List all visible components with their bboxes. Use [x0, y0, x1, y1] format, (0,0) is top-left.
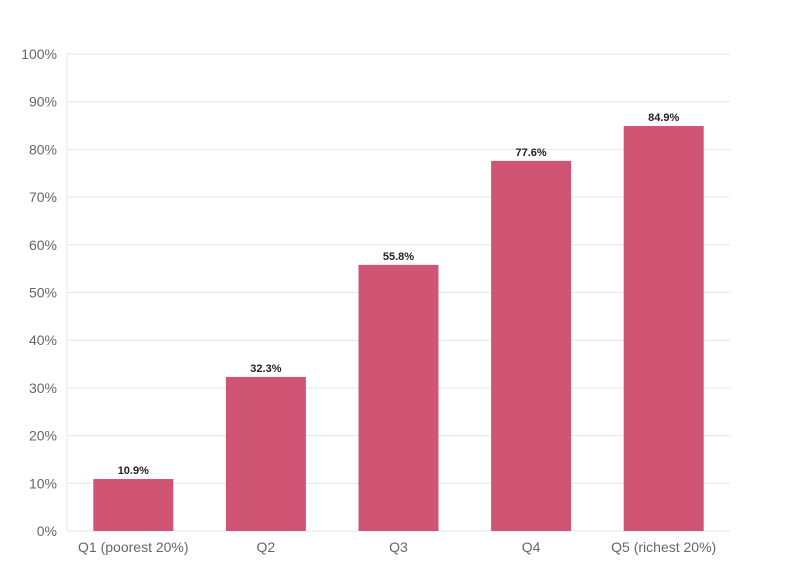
y-tick-label: 90% [29, 94, 57, 110]
x-tick-label: Q3 [389, 539, 408, 555]
bar-4[interactable] [491, 160, 572, 531]
y-tick-label: 60% [29, 237, 57, 253]
x-tick-label: Q2 [257, 539, 276, 555]
y-tick-label: 80% [29, 141, 57, 157]
x-tick-label: Q4 [522, 539, 541, 555]
y-tick-label: 70% [29, 189, 57, 205]
data-label: 10.9% [118, 465, 149, 477]
bar-1[interactable] [93, 479, 174, 531]
y-tick-label: 20% [29, 428, 57, 444]
bar-2[interactable] [225, 376, 306, 531]
bar-5[interactable] [623, 126, 704, 531]
bars [93, 126, 704, 531]
data-label: 55.8% [383, 251, 414, 263]
y-tick-label: 40% [29, 332, 57, 348]
data-labels: 10.9% 32.3% 55.8% 77.6% 84.9% [118, 112, 680, 477]
x-tick-label: Q5 (richest 20%) [611, 539, 716, 555]
tick-labels: 0% 10% 20% 30% 40% 50% 60% 70% 80% 90% 100% Q1 (poo… [21, 46, 716, 555]
bar-3[interactable] [358, 264, 439, 531]
y-tick-label: 100% [21, 46, 57, 62]
y-tick-label: 30% [29, 380, 57, 396]
data-label: 32.3% [250, 363, 281, 375]
y-tick-label: 10% [29, 475, 57, 491]
y-tick-label: 0% [37, 523, 57, 539]
y-tick-label: 50% [29, 285, 57, 301]
data-label: 77.6% [515, 147, 546, 159]
data-label: 84.9% [648, 112, 679, 124]
x-tick-label: Q1 (poorest 20%) [78, 539, 189, 555]
